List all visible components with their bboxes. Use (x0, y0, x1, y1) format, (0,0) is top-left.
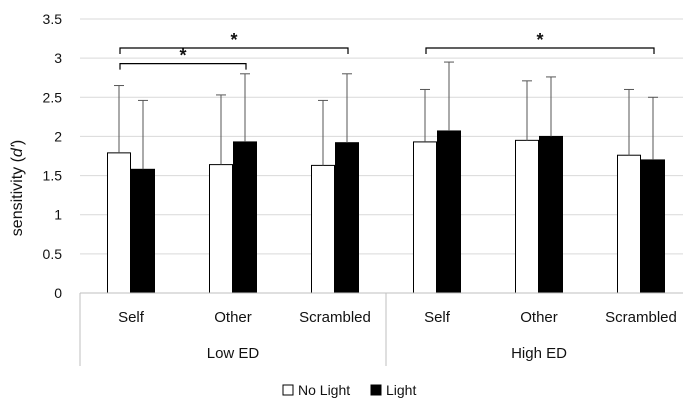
category-label: Scrambled (605, 309, 677, 326)
y-tick-label: 3.5 (43, 11, 63, 27)
y-axis-ticks: 0 0.5 1 1.5 2 2.5 3 3.5 (43, 11, 63, 301)
bar (617, 154, 641, 294)
group-labels: Low ED High ED (207, 345, 567, 362)
legend-swatch (370, 384, 382, 396)
category-label: Other (520, 309, 558, 326)
legend: No Light Light (282, 382, 416, 398)
bar (641, 159, 665, 294)
category-labels: Self Other Scrambled Self Other Scrambled (118, 309, 677, 326)
category-label: Other (214, 309, 252, 326)
y-tick-label: 2.5 (43, 89, 63, 105)
significance-marker: * (536, 30, 543, 50)
significance-marker: * (230, 30, 237, 50)
category-label: Self (118, 309, 145, 326)
y-tick-label: 2 (54, 128, 62, 144)
y-tick-label: 3 (54, 50, 62, 66)
bar (515, 139, 539, 294)
significance-bracket (119, 47, 349, 54)
significance-marker: * (179, 46, 186, 66)
bar (209, 164, 233, 294)
bar (539, 135, 563, 294)
legend-swatch (282, 384, 294, 396)
significance-brackets: * * * (119, 30, 655, 70)
y-tick-label: 1.5 (43, 168, 63, 184)
legend-label: No Light (298, 382, 350, 398)
category-label: Scrambled (299, 309, 371, 326)
bar (413, 141, 437, 294)
bar (131, 168, 155, 294)
bar (107, 152, 131, 294)
significance-bracket (119, 63, 247, 70)
y-tick-label: 0.5 (43, 246, 63, 262)
bar (335, 142, 359, 294)
bar (233, 141, 257, 294)
bar (437, 130, 461, 294)
gridlines (80, 18, 683, 255)
category-label: Self (424, 309, 451, 326)
group-label: Low ED (207, 345, 260, 362)
group-label: High ED (511, 345, 567, 362)
y-axis-label: sensitivity (d') (9, 140, 26, 236)
bar (311, 164, 335, 294)
significance-bracket (425, 47, 655, 54)
y-tick-label: 1 (54, 207, 62, 223)
y-tick-label: 0 (54, 285, 62, 301)
bars (107, 61, 665, 294)
x-axis (79, 292, 683, 366)
legend-label: Light (386, 382, 416, 398)
